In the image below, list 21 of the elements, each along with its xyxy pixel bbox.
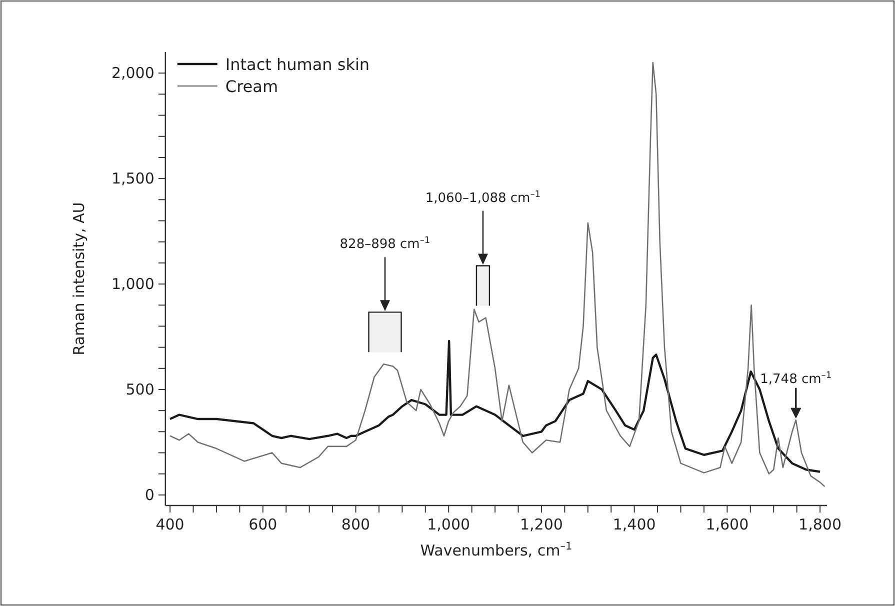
x-tick-label: 1,800 (798, 516, 842, 534)
x-tick-label: 800 (341, 516, 370, 534)
x-tick-label: 1,000 (427, 516, 470, 534)
y-tick-label: 1,000 (111, 275, 154, 294)
y-tick-label: 1,500 (111, 170, 154, 188)
legend-label: Cream (225, 77, 278, 96)
y-axis-title: Raman intensity, AU (70, 202, 88, 356)
x-tick-label: 600 (248, 516, 278, 534)
y-tick-label: 0 (144, 486, 154, 504)
line-series (168, 340, 822, 473)
x-axis-title: Wavenumbers, cm$^{–1}$ (420, 540, 572, 560)
x-tick-label: 1,400 (612, 516, 656, 534)
x-tick-label: 400 (156, 516, 184, 534)
band-label: 828–898 cm$^{–1}$ (340, 236, 430, 252)
x-tick-label: 1,200 (520, 516, 563, 534)
y-tick-label: 500 (126, 380, 154, 398)
x-tick-label: 1,600 (706, 516, 749, 534)
legend-label: Intact human skin (225, 55, 370, 74)
y-tick-label: 2,000 (111, 64, 154, 82)
annotation: 1,748 cm$^{–1}$ (760, 371, 832, 388)
band-label: 1,060–1,088 cm$^{–1}$ (425, 190, 541, 206)
